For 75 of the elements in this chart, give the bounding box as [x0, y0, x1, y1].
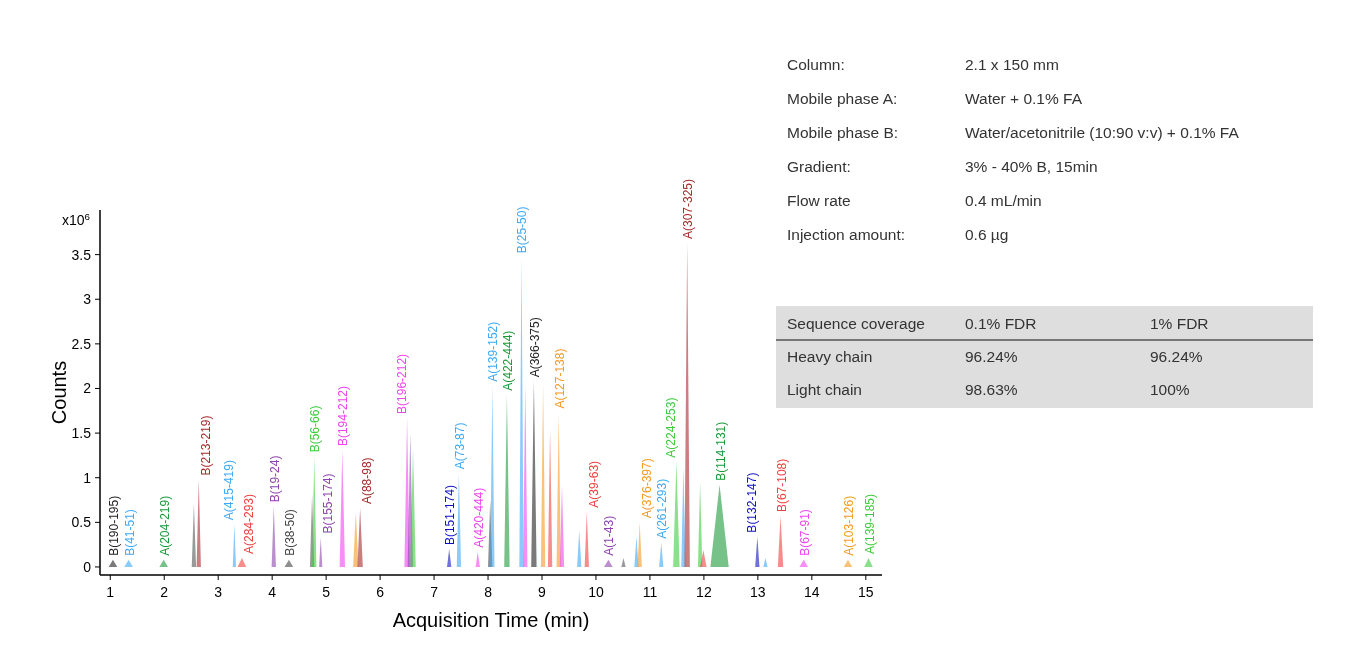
y-tick-label: 3: [83, 291, 92, 308]
text: Mobile phase B:: [787, 124, 899, 141]
text: A(204-219): [157, 495, 172, 556]
annotation: Heavy chain: [787, 348, 873, 365]
text: Column:: [787, 56, 845, 73]
text: A(376-397): [639, 458, 654, 519]
x-tick-label: 12: [696, 584, 712, 600]
text: A(39-63): [586, 460, 601, 508]
x-tick-label: 4: [268, 584, 277, 600]
x-tick-label: 8: [484, 584, 493, 600]
text: B(155-174): [320, 473, 335, 534]
y-tick-label: 2: [83, 380, 92, 397]
x-tick-label: 10: [588, 584, 604, 600]
y-axis-title: Counts: [48, 360, 70, 425]
x-tick-label: 11: [642, 584, 658, 600]
text: B(196-212): [395, 353, 410, 414]
x-tick-label: 3: [214, 584, 223, 600]
table-panel: Sequence coverage 0.1% FDR 1% FDR Heavy chain 96.24% 96.24% Light chain 98.63% 100%: [775, 306, 1314, 408]
annotation: Light chain: [787, 381, 862, 398]
y-tick-label: 1: [83, 469, 92, 486]
text: B(132-147): [745, 472, 760, 533]
text: A(1-43): [602, 515, 617, 556]
text: B(190-195): [106, 495, 121, 556]
text: A(284-293): [241, 494, 256, 555]
text: A(307-325): [681, 178, 696, 240]
y-tick-label: 3.5: [71, 246, 92, 263]
text: B(114-131): [713, 421, 728, 481]
text: A(127-138): [552, 348, 567, 409]
text: A(139-152): [486, 321, 501, 382]
annotation: Sequence coverage: [787, 315, 925, 332]
x-tick-label: 15: [858, 584, 874, 600]
text: 3% - 40% B, 15min: [965, 158, 1098, 175]
text: B(38-50): [282, 509, 297, 556]
y-tick-label: 2.5: [71, 335, 92, 352]
text: 0.4 mL/min: [965, 192, 1042, 209]
x-tick-label: 6: [376, 584, 385, 600]
x-tick-label: 13: [750, 584, 766, 600]
text: B(25-50): [515, 206, 530, 254]
text: Mobile phase A:: [787, 90, 898, 107]
text: x10$^{6}$: [61, 210, 91, 228]
y-tick-label: 0.5: [71, 514, 92, 531]
text: B(56-66): [308, 405, 323, 453]
x-tick-label: 2: [160, 584, 169, 600]
text: A(73-87): [452, 422, 467, 470]
text: Water + 0.1% FA: [965, 90, 1083, 107]
x-tick-label: 9: [538, 584, 547, 600]
x-tick-label: 5: [322, 584, 331, 600]
text: B(41-51): [122, 509, 137, 556]
text: Flow rate: [787, 192, 851, 209]
text: A(139-185): [862, 494, 877, 555]
y-tick-label: 0: [83, 558, 92, 575]
text: Gradient:: [787, 158, 851, 175]
text: B(194-212): [336, 386, 351, 447]
text: B(19-24): [267, 455, 282, 503]
x-tick-label: 1: [106, 584, 115, 600]
x-axis-title: Acquisition Time (min): [392, 609, 590, 631]
x-tick-label: 7: [430, 584, 439, 600]
text: A(422-444): [500, 330, 515, 391]
annotation: Injection amount:: [787, 226, 906, 243]
text: A(103-126): [842, 495, 856, 556]
text: B(67-91): [797, 509, 812, 556]
text: 0.6 µg: [965, 226, 1009, 243]
text: 2.1 x 150 mm: [965, 56, 1059, 73]
x-tick-label: 14: [804, 584, 820, 600]
text: B(67-108): [774, 458, 789, 513]
text: A(366-375): [527, 317, 542, 378]
text: A(415-419): [222, 460, 237, 521]
text: B(213-219): [198, 415, 213, 476]
text: A(224-253): [664, 397, 679, 458]
text: A(261-293): [655, 478, 670, 539]
text: A(88-98): [360, 457, 375, 505]
text: A(420-444): [471, 487, 486, 548]
y-tick-label: 1.5: [71, 425, 92, 442]
text: Water/acetonitrile (10:90 v:v) + 0.1% FA: [965, 124, 1240, 141]
text: B(151-174): [443, 485, 458, 546]
